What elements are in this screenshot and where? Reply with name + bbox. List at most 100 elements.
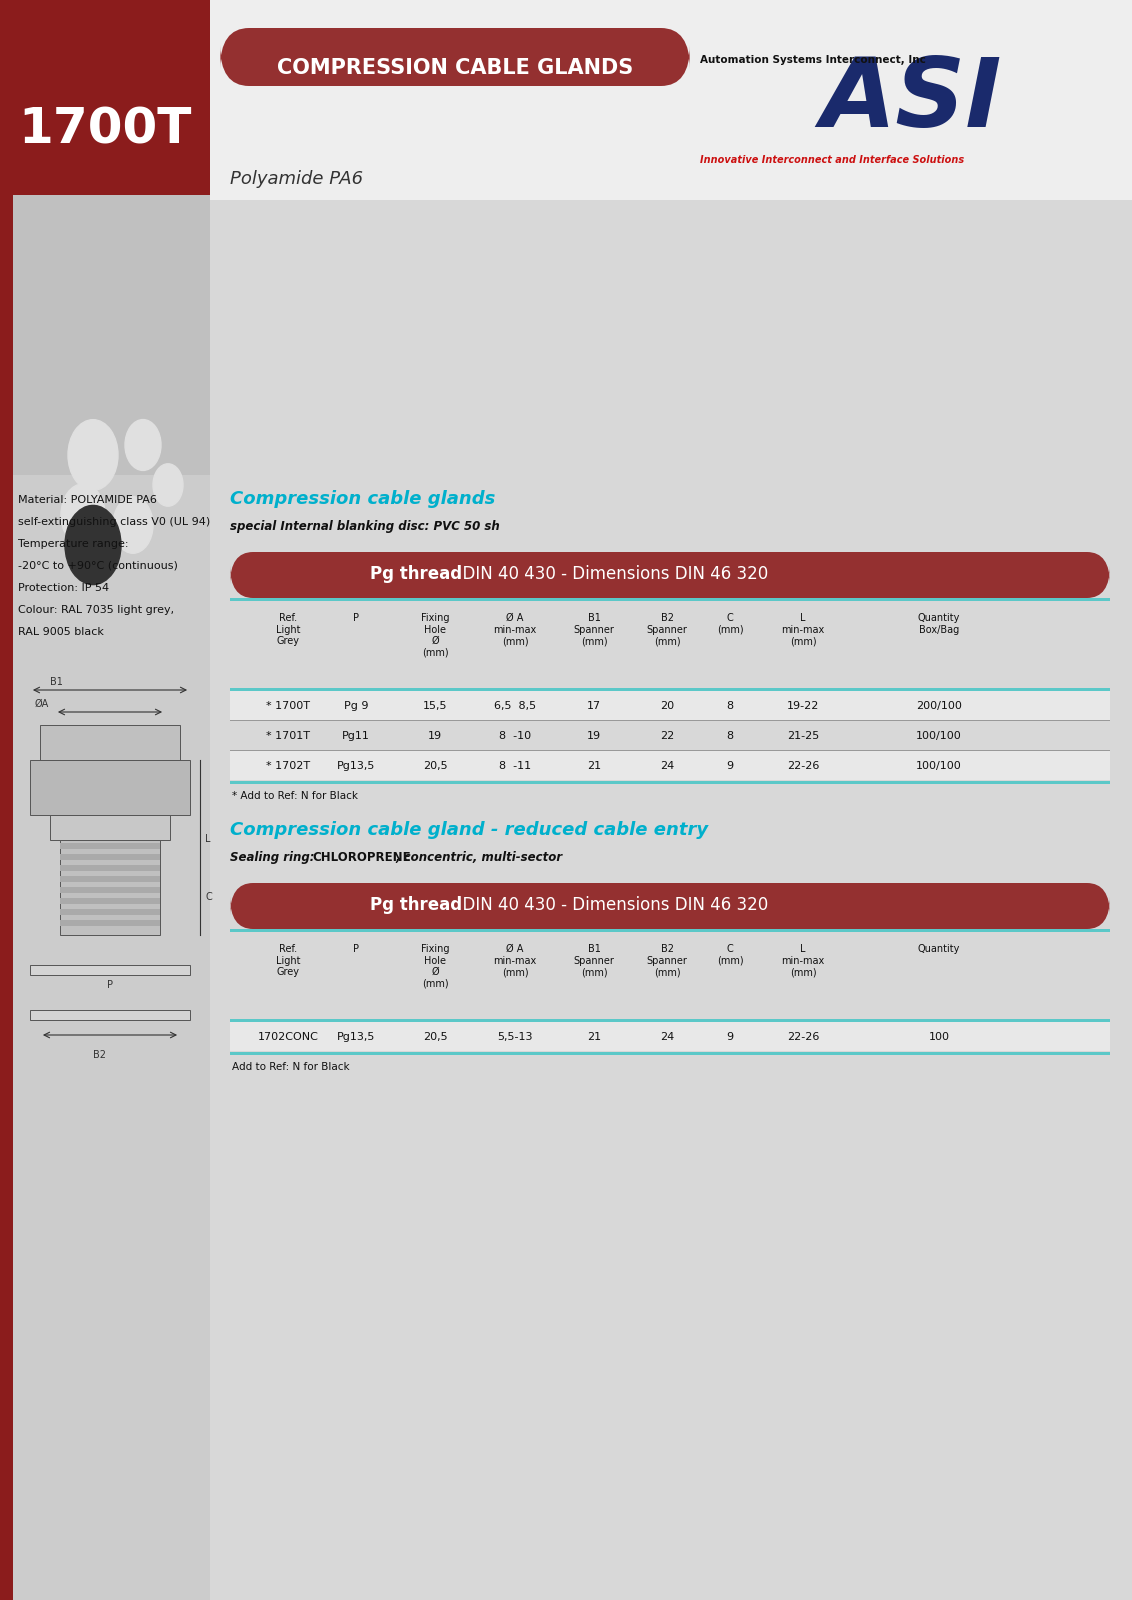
Text: Material: POLYAMIDE PA6: Material: POLYAMIDE PA6	[18, 494, 157, 506]
Bar	[230, 1019, 1110, 1022]
Text: Quantity: Quantity	[918, 944, 960, 954]
Text: 21-25: 21-25	[787, 731, 820, 741]
Text: 8  -10: 8 -10	[499, 731, 531, 741]
Bar	[60, 877, 160, 882]
Text: 20: 20	[660, 701, 674, 710]
Text: Pg11: Pg11	[342, 731, 370, 741]
Text: Ø A
min-max
(mm): Ø A min-max (mm)	[494, 944, 537, 978]
Text: DIN 40 430 - Dimensions DIN 46 320: DIN 40 430 - Dimensions DIN 46 320	[452, 565, 769, 582]
Text: 20,5: 20,5	[422, 1032, 447, 1042]
Bar	[211, 0, 1132, 1600]
Text: Pg 9: Pg 9	[344, 701, 368, 710]
Text: Temperature range:: Temperature range:	[18, 539, 129, 549]
Text: 21: 21	[586, 1032, 601, 1042]
Text: 5,5-13: 5,5-13	[497, 1032, 533, 1042]
Text: C: C	[205, 893, 212, 902]
FancyBboxPatch shape	[230, 883, 1110, 930]
Bar	[60, 898, 160, 904]
Text: Pg13,5: Pg13,5	[337, 762, 375, 771]
Text: B1: B1	[50, 677, 63, 686]
Bar	[60, 843, 160, 850]
Circle shape	[65, 506, 121, 584]
Text: Ref.
Light
Grey: Ref. Light Grey	[276, 613, 300, 646]
Text: Innovative Interconnect and Interface Solutions: Innovative Interconnect and Interface So…	[700, 155, 964, 165]
Text: 9: 9	[727, 1032, 734, 1042]
Text: B1
Spanner
(mm): B1 Spanner (mm)	[574, 944, 615, 978]
Text: B2
Spanner
(mm): B2 Spanner (mm)	[646, 944, 687, 978]
Text: Polyamide PA6: Polyamide PA6	[230, 170, 363, 187]
Text: 6,5  8,5: 6,5 8,5	[494, 701, 537, 710]
Bar	[31, 1010, 190, 1021]
Text: 24: 24	[660, 762, 675, 771]
Text: 1700T: 1700T	[18, 106, 191, 154]
Bar	[0, 0, 12, 1600]
Bar	[230, 1022, 1110, 1051]
Bar	[230, 930, 1110, 931]
Text: Add to Ref: N for Black: Add to Ref: N for Black	[232, 1062, 350, 1072]
Bar	[230, 691, 1110, 720]
Bar	[230, 1053, 1110, 1054]
Text: 100/100: 100/100	[916, 731, 962, 741]
Text: * 1700T: * 1700T	[266, 701, 310, 710]
Text: Ø A
min-max
(mm): Ø A min-max (mm)	[494, 613, 537, 646]
Text: Automation Systems Interconnect, Inc: Automation Systems Interconnect, Inc	[700, 54, 926, 66]
Text: ØA: ØA	[35, 699, 50, 709]
Bar	[211, 0, 1132, 200]
Text: B1
Spanner
(mm): B1 Spanner (mm)	[574, 613, 615, 646]
Bar	[31, 760, 190, 814]
Text: 8: 8	[727, 701, 734, 710]
Bar	[50, 814, 170, 840]
FancyBboxPatch shape	[220, 27, 691, 86]
Bar	[60, 866, 160, 870]
Bar	[60, 854, 160, 861]
Text: Protection: IP 54: Protection: IP 54	[18, 582, 109, 594]
Text: Fixing
Hole
Ø
(mm): Fixing Hole Ø (mm)	[421, 944, 449, 989]
Text: , concentric, multi-sector: , concentric, multi-sector	[395, 851, 563, 864]
Text: Compression cable gland - reduced cable entry: Compression cable gland - reduced cable …	[230, 821, 709, 838]
Bar	[40, 725, 180, 760]
Circle shape	[153, 464, 183, 506]
Bar	[31, 965, 190, 974]
Bar	[12, 0, 211, 195]
Text: 20,5: 20,5	[422, 762, 447, 771]
FancyBboxPatch shape	[230, 552, 1110, 598]
Bar	[230, 722, 1110, 750]
Text: Pg thread: Pg thread	[370, 896, 462, 914]
Text: C
(mm): C (mm)	[717, 944, 744, 965]
Text: Pg13,5: Pg13,5	[337, 1032, 375, 1042]
Text: 9: 9	[727, 762, 734, 771]
Text: P: P	[108, 979, 113, 990]
Text: L: L	[205, 834, 211, 845]
Text: self-extinguishing class V0 (UL 94): self-extinguishing class V0 (UL 94)	[18, 517, 211, 526]
Bar	[230, 781, 1110, 784]
Text: 19: 19	[586, 731, 601, 741]
Text: 1702CONC: 1702CONC	[258, 1032, 318, 1042]
Text: Sealing ring:: Sealing ring:	[230, 851, 318, 864]
Text: * 1701T: * 1701T	[266, 731, 310, 741]
Text: Colour: RAL 7035 light grey,: Colour: RAL 7035 light grey,	[18, 605, 174, 614]
Text: Quantity
Box/Bag: Quantity Box/Bag	[918, 613, 960, 635]
Bar	[60, 886, 160, 893]
Text: special Internal blanking disc: PVC 50 sh: special Internal blanking disc: PVC 50 s…	[230, 520, 499, 533]
Circle shape	[125, 419, 161, 470]
Text: DIN 40 430 - Dimensions DIN 46 320: DIN 40 430 - Dimensions DIN 46 320	[452, 896, 769, 914]
Text: 100/100: 100/100	[916, 762, 962, 771]
Text: Ref.
Light
Grey: Ref. Light Grey	[276, 944, 300, 978]
Bar	[12, 195, 211, 475]
Text: 22-26: 22-26	[787, 1032, 820, 1042]
Text: COMPRESSION CABLE GLANDS: COMPRESSION CABLE GLANDS	[277, 58, 633, 78]
Text: * Add to Ref: N for Black: * Add to Ref: N for Black	[232, 790, 358, 802]
Text: Pg thread: Pg thread	[370, 565, 462, 582]
Bar	[230, 598, 1110, 602]
Text: CHLOROPRENE: CHLOROPRENE	[312, 851, 411, 864]
Text: RAL 9005 black: RAL 9005 black	[18, 627, 104, 637]
Text: 8  -11: 8 -11	[499, 762, 531, 771]
Text: -20°C to +90°C (continuous): -20°C to +90°C (continuous)	[18, 562, 178, 571]
Bar	[60, 909, 160, 915]
Text: Fixing
Hole
Ø
(mm): Fixing Hole Ø (mm)	[421, 613, 449, 658]
Text: 200/100: 200/100	[916, 701, 962, 710]
Bar	[60, 840, 160, 934]
Text: 21: 21	[586, 762, 601, 771]
Text: 19-22: 19-22	[787, 701, 820, 710]
Text: 17: 17	[586, 701, 601, 710]
